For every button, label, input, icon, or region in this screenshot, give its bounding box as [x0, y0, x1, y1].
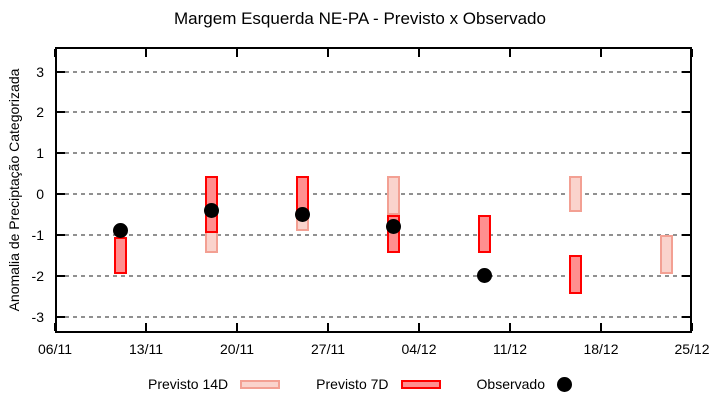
x-tick-bottom: [691, 323, 693, 331]
y-tick-right: [682, 70, 690, 73]
plot-area: [55, 47, 692, 333]
y-tick-left: [57, 233, 65, 236]
x-tick-bottom: [145, 323, 147, 331]
y-tick-label: 2: [36, 104, 44, 121]
previsto-14d-bar: [386, 175, 400, 215]
observado-dot: [476, 268, 492, 284]
x-tick-top: [509, 49, 511, 57]
y-gridline: [57, 274, 690, 277]
y-tick-right: [682, 274, 690, 277]
observado-dot: [385, 219, 401, 235]
x-tick-bottom: [236, 323, 238, 331]
previsto-14d-swatch-icon: [240, 379, 281, 389]
x-tick-bottom: [54, 323, 56, 331]
y-tick-right: [682, 111, 690, 114]
previsto-14d-bar: [568, 175, 582, 213]
y-tick-right: [682, 193, 690, 196]
y-tick-right: [682, 315, 690, 318]
observado-dot: [294, 207, 310, 222]
x-tick-bottom: [509, 323, 511, 331]
legend: Previsto 14D Previsto 7D Observado: [0, 376, 720, 392]
x-tick-bottom: [600, 323, 602, 331]
y-tick-left: [57, 111, 65, 114]
previsto-7d-bar: [568, 255, 582, 295]
y-tick-left: [57, 152, 65, 155]
x-tick-label: 04/12: [401, 341, 437, 357]
y-gridline: [57, 70, 690, 73]
y-tick-label: -1: [31, 226, 44, 243]
legend-item-previsto-14d: Previsto 14D: [148, 376, 281, 392]
x-tick-label: 25/12: [674, 341, 710, 357]
x-tick-label: 11/12: [493, 341, 527, 357]
previsto-7d-bar: [477, 214, 491, 254]
y-tick-label: 0: [36, 186, 44, 203]
x-tick-label: 27/11: [311, 341, 345, 357]
y-tick-left: [57, 274, 65, 277]
x-tick-label: 20/11: [220, 341, 254, 357]
observado-dot: [203, 202, 219, 218]
observado-dot-icon: [557, 376, 572, 392]
previsto-7d-swatch-icon: [400, 379, 441, 389]
observado-dot: [112, 223, 128, 239]
chart-title: Margem Esquerda NE-PA - Previsto x Obser…: [174, 9, 546, 28]
x-tick-label: 13/11: [129, 341, 163, 357]
y-tick-right: [682, 233, 690, 236]
legend-label-observado: Observado: [476, 376, 545, 392]
previsto-14d-bar: [659, 234, 673, 274]
x-tick-bottom: [418, 323, 420, 331]
y-tick-label: -3: [31, 308, 44, 325]
y-tick-label: 1: [36, 145, 44, 162]
y-tick-left: [57, 70, 65, 73]
legend-item-observado: Observado: [477, 376, 572, 392]
x-tick-top: [418, 49, 420, 57]
x-tick-top: [327, 49, 329, 57]
y-tick-left: [57, 315, 65, 318]
y-tick-label: 3: [36, 63, 44, 80]
y-gridline: [57, 152, 690, 155]
x-tick-top: [600, 49, 602, 57]
previsto-7d-bar: [113, 236, 127, 274]
x-tick-top: [691, 49, 693, 57]
x-tick-bottom: [327, 323, 329, 331]
x-tick-top: [236, 49, 238, 57]
y-gridline: [57, 193, 690, 196]
x-tick-label: 06/11: [38, 341, 72, 357]
y-gridline: [57, 233, 690, 236]
y-gridline: [57, 111, 690, 114]
legend-item-previsto-7d: Previsto 7D: [316, 376, 441, 392]
x-tick-top: [145, 49, 147, 57]
legend-label-previsto-14d: Previsto 14D: [148, 376, 229, 392]
y-gridline: [57, 315, 690, 318]
x-tick-label: 18/12: [583, 341, 619, 357]
legend-label-previsto-7d: Previsto 7D: [316, 376, 389, 392]
x-tick-top: [54, 49, 56, 57]
y-tick-label: -2: [31, 267, 44, 284]
y-tick-right: [682, 152, 690, 155]
y-tick-left: [57, 193, 65, 196]
